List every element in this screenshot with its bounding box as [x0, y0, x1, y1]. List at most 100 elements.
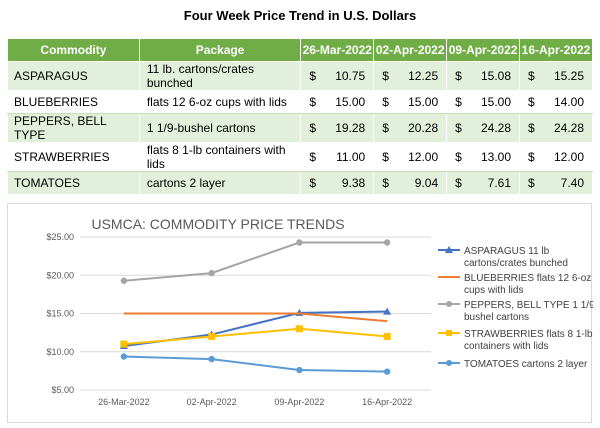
price-value: 15.25	[553, 69, 584, 83]
price-cell: $9.04	[373, 171, 448, 195]
currency-symbol: $	[455, 69, 462, 83]
price-value: 19.28	[335, 121, 366, 135]
currency-symbol: $	[455, 95, 462, 109]
y-tick-label: $15.00	[46, 309, 74, 319]
currency-symbol: $	[455, 176, 462, 190]
legend-label: STRAWBERRIES flats 8 1-lb	[464, 329, 593, 340]
commodity-cell: ASPARAGUS	[7, 61, 140, 91]
legend-label: BLUEBERRIES flats 12 6-oz	[464, 273, 591, 284]
price-cell: $12.25	[373, 61, 448, 91]
legend-label: containers with lids	[464, 341, 548, 352]
currency-symbol: $	[528, 69, 535, 83]
chart-title: USMCA: COMMODITY PRICE TRENDS	[91, 216, 344, 232]
currency-symbol: $	[309, 176, 316, 190]
package-cell: 1 1/9-bushel cartons	[138, 113, 302, 143]
commodity-cell: PEPPERS, BELL TYPE	[7, 113, 140, 143]
data-point	[383, 368, 391, 375]
currency-symbol: $	[309, 150, 316, 164]
data-point	[120, 277, 128, 284]
table-row: TOMATOES cartons 2 layer $9.38 $9.04 $7.61 $7…	[7, 171, 593, 195]
currency-symbol: $	[382, 69, 389, 83]
package-cell: flats 12 6-oz cups with lids	[138, 90, 302, 114]
data-point	[208, 332, 216, 340]
price-cell: $10.75	[300, 61, 375, 91]
price-cell: $13.00	[446, 142, 521, 172]
currency-symbol: $	[382, 150, 389, 164]
legend-label: ASPARAGUS 11 lb	[464, 246, 550, 257]
price-value: 12.00	[553, 150, 584, 164]
price-value: 20.28	[408, 121, 439, 135]
table-row: PEPPERS, BELL TYPE 1 1/9-bushel cartons $1…	[7, 113, 593, 143]
price-value: 14.00	[553, 95, 584, 109]
price-value: 9.38	[341, 176, 366, 190]
currency-symbol: $	[455, 121, 462, 135]
header-date-4: 16-Apr-2022	[519, 38, 593, 62]
price-value: 7.61	[487, 176, 512, 190]
legend-marker	[446, 330, 452, 336]
currency-symbol: $	[309, 95, 316, 109]
legend-label: cartons/crates bunched	[464, 258, 568, 269]
price-cell: $9.38	[300, 171, 375, 195]
data-point	[208, 355, 215, 363]
x-tick-label: 26-Mar-2022	[98, 397, 150, 407]
package-cell: cartons 2 layer	[138, 171, 302, 195]
price-value: 15.00	[408, 95, 439, 109]
currency-symbol: $	[528, 121, 535, 135]
price-cell: $19.28	[300, 113, 375, 143]
package-cell: flats 8 1-lb containers with lids	[138, 142, 302, 172]
series-line	[123, 355, 388, 373]
legend-label: PEPPERS, BELL TYPE 1 1/9	[464, 300, 593, 311]
header-date-1: 26-Mar-2022	[300, 38, 375, 62]
price-value: 13.00	[481, 150, 512, 164]
y-tick-label: $10.00	[46, 347, 74, 357]
price-cell: $24.28	[519, 113, 593, 143]
table-header-row: Commodity Package 26-Mar-2022 02-Apr-202…	[7, 38, 593, 62]
price-cell: $15.08	[446, 61, 521, 91]
y-tick-label: $25.00	[46, 232, 74, 242]
page-title: Four Week Price Trend in U.S. Dollars	[183, 8, 417, 23]
header-date-3: 09-Apr-2022	[446, 38, 521, 62]
price-value: 24.28	[481, 121, 512, 135]
x-tick-label: 09-Apr-2022	[274, 397, 324, 407]
price-cell: $12.00	[519, 142, 593, 172]
price-value: 15.00	[481, 95, 512, 109]
price-table: Commodity Package 26-Mar-2022 02-Apr-202…	[7, 38, 593, 195]
currency-symbol: $	[309, 121, 316, 135]
data-point	[120, 340, 128, 348]
series-line	[123, 241, 388, 282]
header-package: Package	[138, 38, 302, 62]
commodity-cell: BLUEBERRIES	[7, 90, 140, 114]
table-row: ASPARAGUS 11 lb. cartons/crates bunched $1…	[7, 61, 593, 91]
price-value: 15.00	[335, 95, 366, 109]
price-value: 9.04	[414, 176, 439, 190]
price-value: 10.75	[335, 69, 366, 83]
data-point	[295, 325, 303, 333]
currency-symbol: $	[309, 69, 316, 83]
package-cell: 11 lb. cartons/crates bunched	[138, 61, 302, 91]
price-value: 7.40	[560, 176, 584, 190]
legend-label: cups with lids	[464, 285, 523, 296]
data-point	[383, 239, 391, 246]
price-cell: $14.00	[519, 90, 593, 114]
table-row: STRAWBERRIES flats 8 1-lb containers with…	[7, 142, 593, 172]
price-value: 24.28	[553, 121, 584, 135]
price-value: 11.00	[336, 150, 366, 164]
legend-marker	[446, 360, 452, 366]
legend-label: TOMATOES cartons 2 layer	[464, 359, 588, 370]
legend-marker	[445, 246, 453, 253]
price-cell: $24.28	[446, 113, 521, 143]
data-point	[208, 269, 215, 277]
header-date-2: 02-Apr-2022	[373, 38, 448, 62]
line-chart: USMCA: COMMODITY PRICE TRENDS $5.00 $10.00…	[46, 216, 593, 407]
commodity-cell: TOMATOES	[7, 171, 140, 195]
price-cell: $15.00	[300, 90, 375, 114]
data-point	[296, 366, 303, 374]
x-tick-label: 16-Apr-2022	[362, 397, 412, 407]
currency-symbol: $	[455, 150, 462, 164]
header-commodity: Commodity	[7, 38, 140, 62]
price-cell: $15.00	[446, 90, 521, 114]
data-point	[120, 353, 128, 360]
price-value: 12.25	[408, 69, 439, 83]
price-cell: $15.00	[373, 90, 448, 114]
currency-symbol: $	[382, 176, 389, 190]
